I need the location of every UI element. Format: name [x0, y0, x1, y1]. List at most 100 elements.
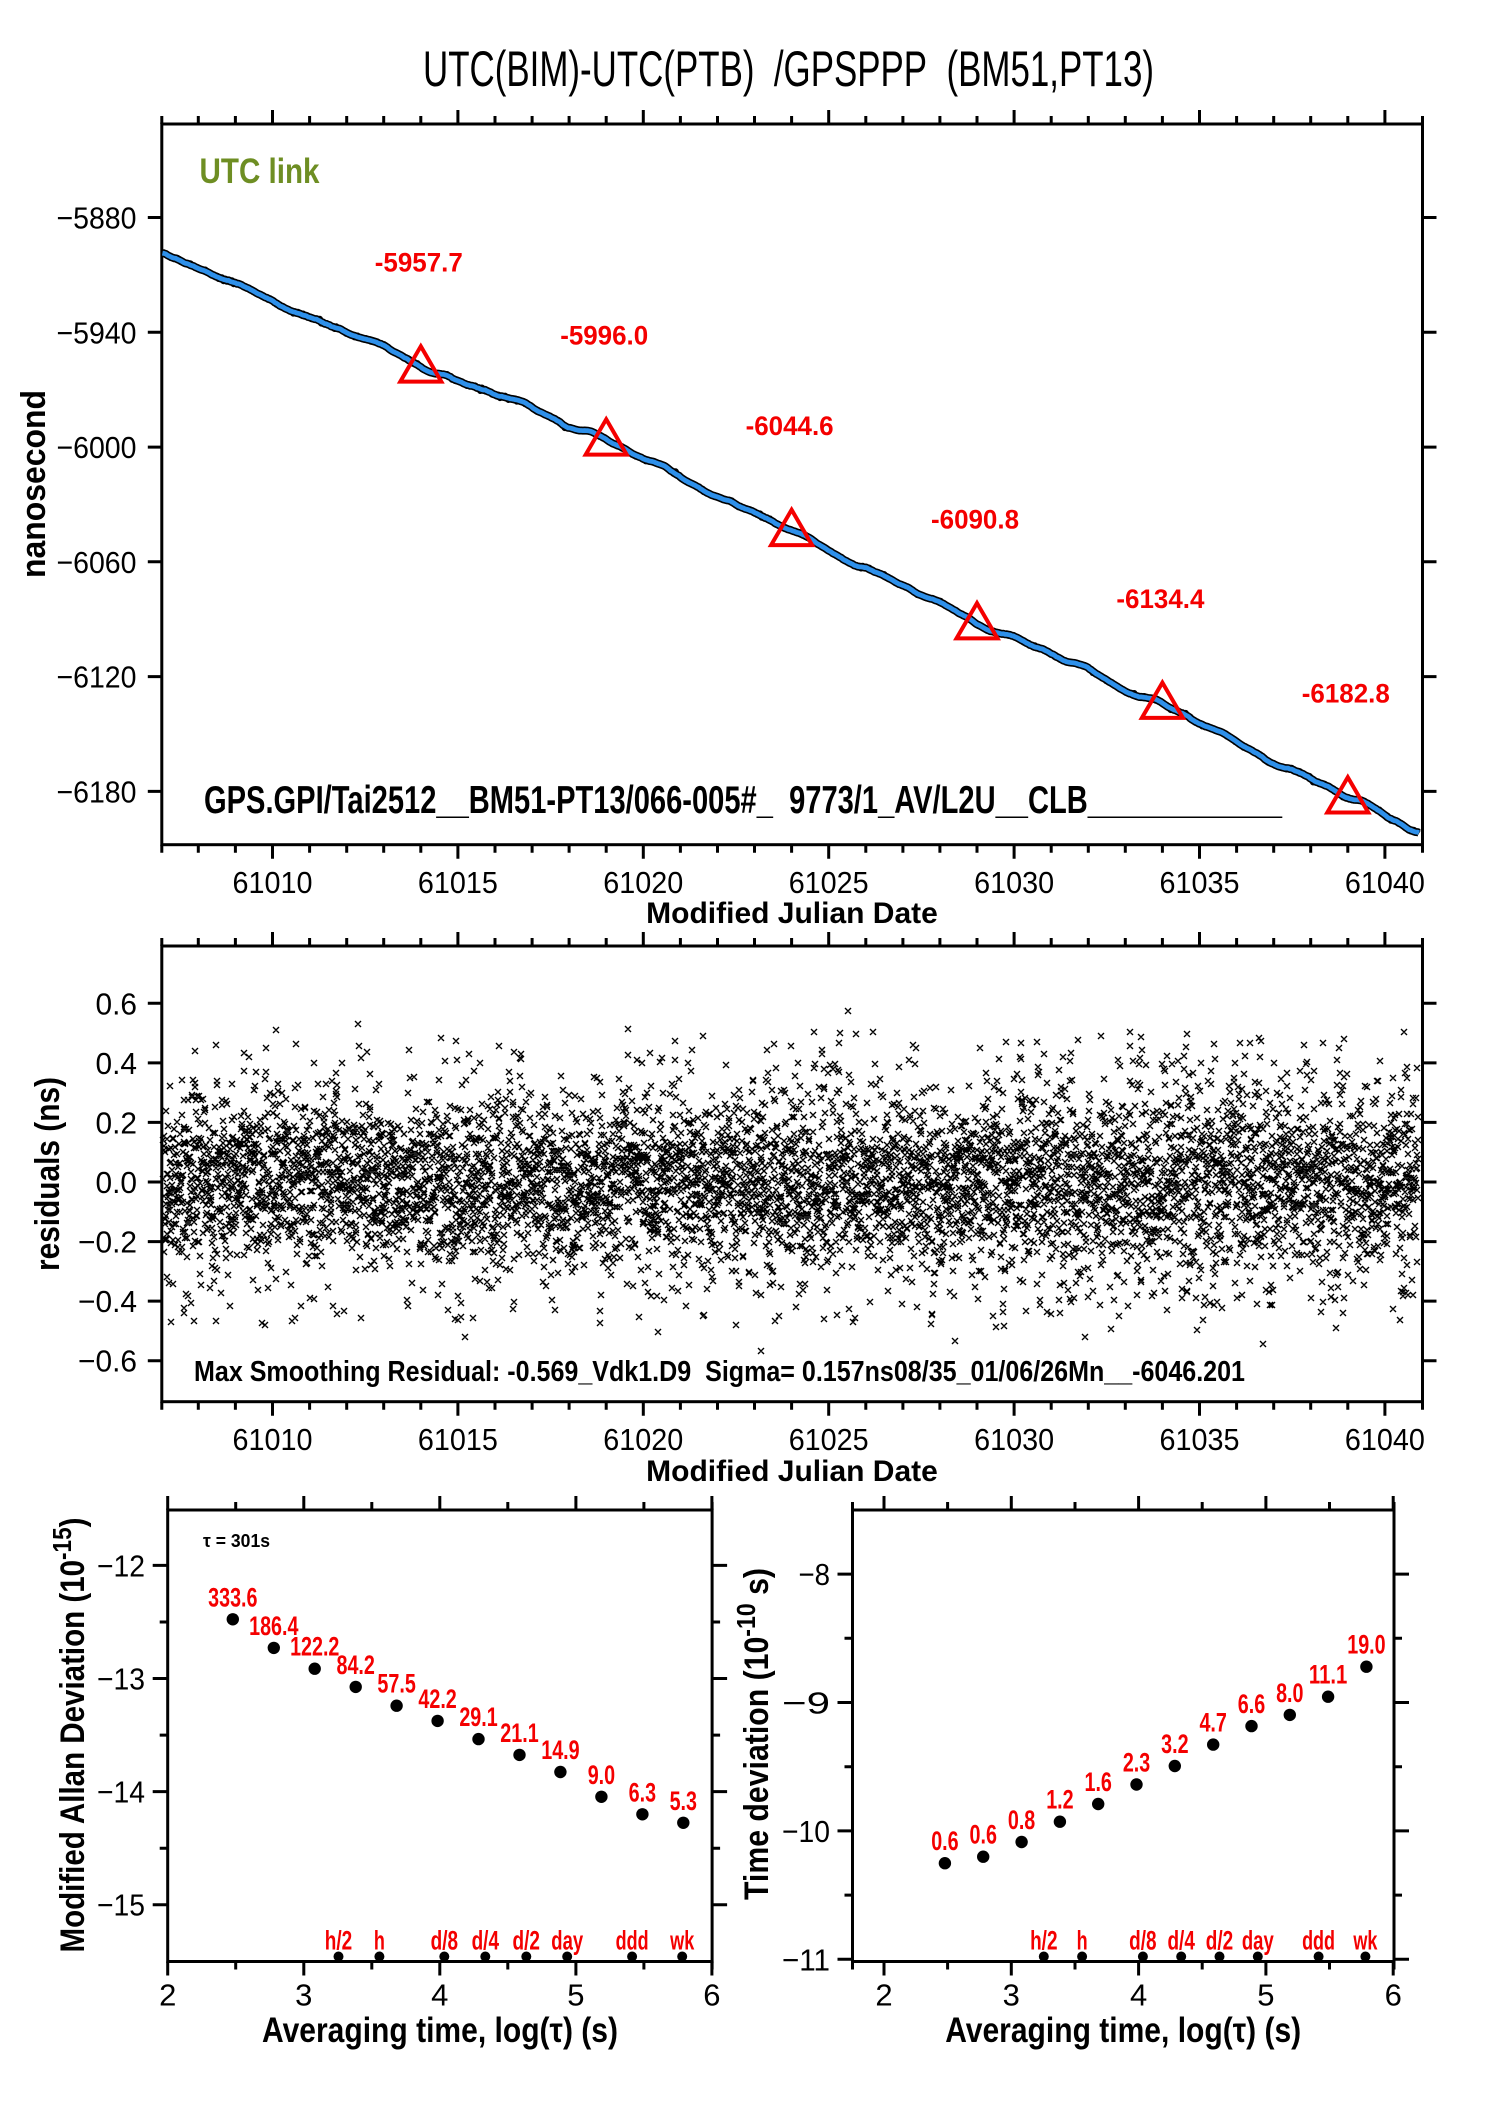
svg-text:d/2: d/2: [513, 1926, 540, 1956]
svg-text:0.6: 0.6: [96, 986, 138, 1021]
svg-text:61040: 61040: [1345, 1422, 1425, 1457]
svg-text:−8: −8: [799, 1557, 831, 1592]
svg-text:d/2: d/2: [1206, 1926, 1233, 1956]
svg-text:6: 6: [1385, 1978, 1402, 2013]
svg-text:4: 4: [431, 1978, 448, 2013]
svg-text:19.0: 19.0: [1347, 1630, 1385, 1660]
svg-text:-5996.0: -5996.0: [560, 321, 648, 351]
svg-text:d/8: d/8: [1129, 1926, 1156, 1956]
svg-text:nanosecond: nanosecond: [15, 390, 53, 578]
svg-text:−6060: −6060: [57, 545, 137, 580]
svg-text:day: day: [551, 1926, 583, 1956]
svg-text:4.7: 4.7: [1199, 1708, 1226, 1738]
svg-text:61030: 61030: [974, 865, 1054, 900]
svg-text:-6044.6: -6044.6: [746, 411, 834, 441]
svg-text:5.3: 5.3: [670, 1786, 697, 1816]
svg-text:-6182.8: -6182.8: [1302, 678, 1390, 708]
svg-text:d/8: d/8: [431, 1926, 458, 1956]
svg-text:−11: −11: [782, 1942, 830, 1977]
svg-text:−6180: −6180: [57, 774, 137, 809]
svg-text:-6090.8: -6090.8: [931, 504, 1019, 534]
svg-text:3: 3: [1003, 1978, 1020, 2013]
svg-text:UTC link: UTC link: [200, 152, 320, 191]
svg-text:57.5: 57.5: [377, 1669, 415, 1699]
svg-text:8.0: 8.0: [1276, 1678, 1303, 1708]
svg-text:−0.4: −0.4: [78, 1284, 137, 1319]
svg-text:−10: −10: [782, 1814, 830, 1849]
svg-text:Averaging time, log(τ) (s): Averaging time, log(τ) (s): [945, 2011, 1301, 2050]
svg-text:186.4: 186.4: [249, 1611, 298, 1641]
svg-text:61015: 61015: [418, 1422, 498, 1457]
svg-text:122.2: 122.2: [290, 1632, 339, 1662]
svg-text:0.2: 0.2: [96, 1105, 138, 1140]
svg-text:2: 2: [159, 1978, 176, 2013]
svg-text:Averaging time, log(τ) (s): Averaging time, log(τ) (s): [262, 2011, 618, 2050]
svg-text:5: 5: [567, 1978, 584, 2013]
svg-text:6: 6: [703, 1978, 720, 2013]
svg-text:11.1: 11.1: [1309, 1660, 1347, 1690]
svg-text:61020: 61020: [603, 865, 683, 900]
svg-text:6.3: 6.3: [629, 1777, 656, 1807]
svg-text:−6120: −6120: [57, 660, 137, 695]
svg-text:wk: wk: [669, 1926, 694, 1956]
svg-text:h: h: [374, 1926, 385, 1956]
svg-text:day: day: [1242, 1926, 1274, 1956]
svg-text:ddd: ddd: [616, 1926, 649, 1956]
svg-text:3.2: 3.2: [1161, 1729, 1188, 1759]
svg-text:4: 4: [1130, 1978, 1147, 2013]
svg-text:−15: −15: [97, 1888, 145, 1923]
svg-text:14.9: 14.9: [541, 1735, 579, 1765]
svg-text:h/2: h/2: [325, 1926, 352, 1956]
svg-text:21.1: 21.1: [500, 1718, 538, 1748]
svg-text:1.2: 1.2: [1046, 1785, 1073, 1815]
svg-text:61040: 61040: [1345, 865, 1425, 900]
svg-text:61025: 61025: [789, 1422, 869, 1457]
svg-text:0.0: 0.0: [96, 1165, 138, 1200]
svg-text:−5940: −5940: [57, 315, 137, 350]
svg-text:−14: −14: [97, 1775, 145, 1810]
svg-text:-5957.7: -5957.7: [375, 247, 463, 277]
svg-text:333.6: 333.6: [208, 1582, 257, 1612]
svg-text:−13: −13: [97, 1662, 145, 1697]
svg-text:d/4: d/4: [1167, 1926, 1194, 1956]
svg-text:0.8: 0.8: [1008, 1805, 1035, 1835]
svg-text:9.0: 9.0: [588, 1760, 615, 1790]
svg-text:61035: 61035: [1160, 865, 1240, 900]
svg-text:h/2: h/2: [1030, 1926, 1057, 1956]
svg-text:0.6: 0.6: [931, 1826, 958, 1856]
svg-text:−0.2: −0.2: [78, 1225, 137, 1260]
svg-text:2: 2: [875, 1978, 892, 2013]
svg-text:61010: 61010: [233, 1422, 313, 1457]
svg-text:42.2: 42.2: [418, 1684, 456, 1714]
svg-text:84.2: 84.2: [336, 1650, 374, 1680]
svg-text:61025: 61025: [789, 865, 869, 900]
svg-text:τ = 301s: τ = 301s: [203, 1531, 270, 1551]
svg-text:2.3: 2.3: [1123, 1747, 1150, 1777]
svg-text:wk: wk: [1353, 1926, 1378, 1956]
svg-text:61035: 61035: [1160, 1422, 1240, 1457]
svg-text:−9: −9: [782, 1686, 830, 1721]
svg-text:ddd: ddd: [1302, 1926, 1335, 1956]
svg-text:−0.6: −0.6: [78, 1344, 137, 1379]
svg-text:61010: 61010: [233, 865, 313, 900]
svg-text:Modified Allan Deviation (10-1: Modified Allan Deviation (10-15): [47, 1518, 92, 1953]
svg-text:residuals (ns): residuals (ns): [29, 1077, 67, 1271]
svg-text:0.4: 0.4: [96, 1046, 138, 1081]
svg-text:−5880: −5880: [57, 201, 137, 236]
svg-text:GPS.GPI/Tai2512__BM51-PT13/066: GPS.GPI/Tai2512__BM51-PT13/066-005#_ 977…: [204, 779, 1283, 822]
svg-text:−12: −12: [97, 1548, 145, 1583]
svg-text:5: 5: [1257, 1978, 1274, 2013]
svg-text:61015: 61015: [418, 865, 498, 900]
svg-text:Max Smoothing Residual: -0.569: Max Smoothing Residual: -0.569_Vdk1.D9 S…: [194, 1356, 1245, 1388]
svg-text:61020: 61020: [603, 1422, 683, 1457]
svg-text:−6000: −6000: [57, 430, 137, 465]
svg-text:1.6: 1.6: [1085, 1767, 1112, 1797]
svg-text:29.1: 29.1: [459, 1702, 497, 1732]
svg-text:0.6: 0.6: [970, 1820, 997, 1850]
svg-text:6.6: 6.6: [1238, 1689, 1265, 1719]
svg-text:Modified Julian Date: Modified Julian Date: [646, 897, 938, 930]
svg-text:61030: 61030: [974, 1422, 1054, 1457]
svg-text:d/4: d/4: [472, 1926, 499, 1956]
svg-text:3: 3: [295, 1978, 312, 2013]
svg-text:Modified Julian Date: Modified Julian Date: [646, 1455, 938, 1488]
